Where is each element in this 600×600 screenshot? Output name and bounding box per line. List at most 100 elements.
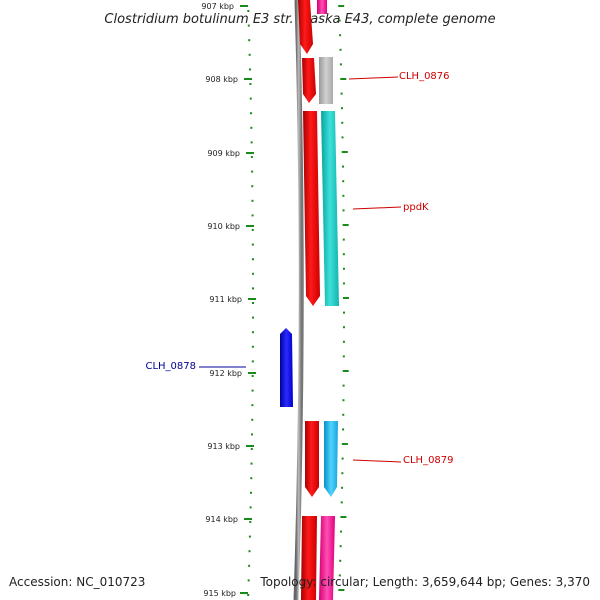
right-minor-tick (342, 428, 345, 431)
minor-tick (251, 331, 254, 334)
minor-tick (251, 360, 254, 363)
right-minor-tick (340, 530, 343, 533)
right-minor-tick (340, 501, 343, 504)
minor-tick (251, 258, 254, 261)
minor-tick (251, 418, 254, 421)
gene-feature-magenta (319, 516, 335, 600)
minor-tick (249, 521, 252, 523)
kbp-ruler-labels: 907 kbp 908 kbp 909 kbp 910 kbp 911 kbp … (201, 2, 256, 598)
kbp-label: 909 kbp (207, 149, 240, 158)
right-minor-tick (339, 545, 342, 548)
kbp-label: 913 kbp (207, 442, 240, 451)
right-minor-tick (341, 121, 344, 124)
minor-tick (247, 24, 250, 27)
minor-tick (251, 433, 254, 436)
right-major-tick (340, 516, 347, 518)
gene-CLH_0878[interactable] (280, 328, 293, 407)
kbp-label: 914 kbp (205, 515, 238, 524)
right-minor-tick (342, 413, 345, 416)
gene-label-CLH_0878[interactable]: CLH_0878 (145, 361, 196, 372)
minor-tick (251, 214, 254, 217)
gene-feature-red (302, 58, 316, 103)
gene-label-CLH_0879[interactable]: CLH_0879 (403, 455, 454, 466)
right-minor-tick (342, 355, 345, 358)
right-major-tick (342, 370, 349, 372)
kbp-label: 907 kbp (201, 2, 234, 11)
right-minor-tick (338, 19, 341, 22)
right-minor-tick (342, 340, 345, 343)
leader-line-CLH_0879 (352, 459, 402, 463)
minor-tick (251, 287, 254, 290)
minor-tick (249, 83, 252, 85)
gene-label-ppdK[interactable]: ppdK (403, 202, 429, 213)
right-minor-tick (341, 136, 344, 139)
gene-feature-magenta (317, 0, 327, 14)
minor-tick (250, 141, 253, 144)
kbp-label: 911 kbp (209, 295, 242, 304)
minor-tick (249, 68, 252, 71)
right-major-tick (342, 297, 349, 299)
genome-summary-text: Topology: circular; Length: 3,659,644 bp… (260, 575, 590, 589)
minor-tick (251, 316, 254, 319)
minor-tick (251, 389, 254, 392)
minor-tick (247, 579, 250, 582)
right-minor-tick (342, 238, 345, 241)
right-major-tick (340, 78, 347, 80)
right-minor-tick (342, 399, 345, 402)
gene-feature-red (301, 516, 317, 600)
minor-tick (249, 506, 252, 509)
right-minor-tick (342, 267, 345, 270)
right-minor-tick (342, 311, 345, 314)
right-minor-tick (342, 282, 345, 285)
minor-tick (250, 477, 253, 480)
right-minor-tick (342, 326, 345, 329)
minor-tick (251, 345, 254, 348)
ruler-left-minor-ticks (247, 10, 254, 596)
minor-tick (251, 375, 254, 377)
right-minor-tick (342, 384, 345, 387)
right-minor-tick (341, 457, 344, 460)
right-minor-tick (342, 180, 345, 183)
gene-feature-red (303, 111, 320, 306)
right-minor-tick (339, 63, 342, 66)
leader-line-ppdK (352, 206, 402, 210)
minor-tick (251, 302, 254, 304)
right-minor-tick (341, 472, 344, 475)
right-major-tick (338, 5, 345, 7)
minor-tick (248, 564, 251, 567)
right-major-tick (341, 443, 348, 445)
kbp-label: 910 kbp (207, 222, 240, 231)
right-minor-tick (341, 486, 344, 489)
minor-tick (248, 550, 251, 553)
genome-backbone (293, 0, 304, 600)
minor-tick (251, 272, 254, 275)
ruler-right-ticks (338, 5, 349, 591)
minor-tick (248, 53, 251, 56)
gene-CLH_0876[interactable] (319, 57, 333, 104)
minor-tick (247, 10, 250, 12)
minor-tick (251, 199, 254, 202)
right-minor-tick (340, 107, 343, 110)
right-minor-tick (339, 34, 342, 37)
gene-feature-red (298, 0, 313, 54)
minor-tick (250, 448, 253, 450)
minor-tick (251, 243, 254, 246)
right-minor-tick (342, 253, 345, 256)
minor-tick (250, 462, 253, 465)
minor-tick (250, 156, 253, 158)
gene-CLH_0879[interactable] (324, 421, 338, 497)
leader-line-CLH_0876 (348, 76, 399, 80)
accession-text: Accession: NC_010723 (9, 575, 146, 589)
right-major-tick (338, 589, 345, 591)
kbp-label: 915 kbp (203, 589, 236, 598)
gene-label-CLH_0876[interactable]: CLH_0876 (399, 71, 450, 82)
right-minor-tick (339, 48, 342, 51)
minor-tick (249, 97, 252, 100)
minor-tick (247, 594, 250, 596)
right-minor-tick (342, 194, 345, 197)
right-minor-tick (339, 559, 342, 562)
gene-ppdK[interactable] (321, 111, 339, 306)
minor-tick (251, 185, 254, 188)
right-major-tick (341, 151, 348, 153)
right-minor-tick (338, 574, 341, 577)
